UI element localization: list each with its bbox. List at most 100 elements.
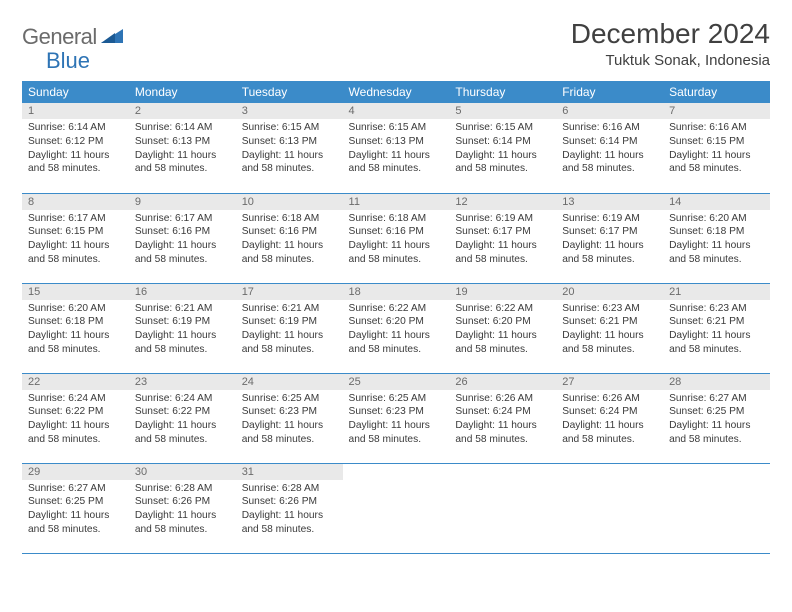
day-number: 28	[663, 374, 770, 390]
sunset-line: Sunset: 6:26 PM	[242, 495, 337, 509]
calendar-cell: ..	[343, 463, 450, 553]
daylight-line: Daylight: 11 hours and 58 minutes.	[242, 239, 337, 267]
daylight-line: Daylight: 11 hours and 58 minutes.	[135, 509, 230, 537]
calendar-cell: ..	[663, 463, 770, 553]
sunrise-line: Sunrise: 6:15 AM	[242, 121, 337, 135]
calendar-cell: 4Sunrise: 6:15 AMSunset: 6:13 PMDaylight…	[343, 103, 450, 193]
day-body: Sunrise: 6:18 AMSunset: 6:16 PMDaylight:…	[343, 210, 450, 271]
day-body: Sunrise: 6:22 AMSunset: 6:20 PMDaylight:…	[343, 300, 450, 361]
day-body: Sunrise: 6:26 AMSunset: 6:24 PMDaylight:…	[449, 390, 556, 451]
location-label: Tuktuk Sonak, Indonesia	[571, 52, 770, 69]
daylight-line: Daylight: 11 hours and 58 minutes.	[135, 149, 230, 177]
day-number: 30	[129, 464, 236, 480]
calendar-cell: 25Sunrise: 6:25 AMSunset: 6:23 PMDayligh…	[343, 373, 450, 463]
day-body: Sunrise: 6:19 AMSunset: 6:17 PMDaylight:…	[556, 210, 663, 271]
day-number: 17	[236, 284, 343, 300]
calendar-cell: 29Sunrise: 6:27 AMSunset: 6:25 PMDayligh…	[22, 463, 129, 553]
day-number: 1	[22, 103, 129, 119]
calendar-row: 22Sunrise: 6:24 AMSunset: 6:22 PMDayligh…	[22, 373, 770, 463]
page-header: General December 2024 Tuktuk Sonak, Indo…	[22, 18, 770, 69]
daylight-line: Daylight: 11 hours and 58 minutes.	[562, 239, 657, 267]
daylight-line: Daylight: 11 hours and 58 minutes.	[28, 419, 123, 447]
sunset-line: Sunset: 6:13 PM	[349, 135, 444, 149]
title-block: December 2024 Tuktuk Sonak, Indonesia	[571, 18, 770, 69]
sunset-line: Sunset: 6:18 PM	[669, 225, 764, 239]
day-body: Sunrise: 6:21 AMSunset: 6:19 PMDaylight:…	[236, 300, 343, 361]
logo-word-blue: Blue	[46, 48, 90, 73]
day-body: Sunrise: 6:28 AMSunset: 6:26 PMDaylight:…	[236, 480, 343, 541]
daylight-line: Daylight: 11 hours and 58 minutes.	[349, 149, 444, 177]
day-body: Sunrise: 6:24 AMSunset: 6:22 PMDaylight:…	[129, 390, 236, 451]
daylight-line: Daylight: 11 hours and 58 minutes.	[562, 419, 657, 447]
calendar-cell: ..	[556, 463, 663, 553]
day-number: 10	[236, 194, 343, 210]
sunset-line: Sunset: 6:19 PM	[242, 315, 337, 329]
calendar-cell: 6Sunrise: 6:16 AMSunset: 6:14 PMDaylight…	[556, 103, 663, 193]
daylight-line: Daylight: 11 hours and 58 minutes.	[28, 149, 123, 177]
calendar-head: SundayMondayTuesdayWednesdayThursdayFrid…	[22, 81, 770, 103]
day-body: Sunrise: 6:17 AMSunset: 6:15 PMDaylight:…	[22, 210, 129, 271]
day-number: 18	[343, 284, 450, 300]
sunrise-line: Sunrise: 6:15 AM	[455, 121, 550, 135]
day-body: Sunrise: 6:20 AMSunset: 6:18 PMDaylight:…	[22, 300, 129, 361]
day-body: Sunrise: 6:14 AMSunset: 6:12 PMDaylight:…	[22, 119, 129, 180]
weekday-header: Thursday	[449, 81, 556, 103]
day-number: 15	[22, 284, 129, 300]
sunrise-line: Sunrise: 6:23 AM	[669, 302, 764, 316]
day-body: Sunrise: 6:26 AMSunset: 6:24 PMDaylight:…	[556, 390, 663, 451]
sunrise-line: Sunrise: 6:14 AM	[28, 121, 123, 135]
sunset-line: Sunset: 6:22 PM	[28, 405, 123, 419]
daylight-line: Daylight: 11 hours and 58 minutes.	[669, 419, 764, 447]
day-number: 11	[343, 194, 450, 210]
calendar-cell: 14Sunrise: 6:20 AMSunset: 6:18 PMDayligh…	[663, 193, 770, 283]
sunrise-line: Sunrise: 6:22 AM	[349, 302, 444, 316]
daylight-line: Daylight: 11 hours and 58 minutes.	[135, 239, 230, 267]
sunset-line: Sunset: 6:12 PM	[28, 135, 123, 149]
day-number: 2	[129, 103, 236, 119]
weekday-row: SundayMondayTuesdayWednesdayThursdayFrid…	[22, 81, 770, 103]
sunrise-line: Sunrise: 6:25 AM	[349, 392, 444, 406]
sunset-line: Sunset: 6:16 PM	[349, 225, 444, 239]
logo-word-general: General	[22, 24, 97, 50]
weekday-header: Saturday	[663, 81, 770, 103]
daylight-line: Daylight: 11 hours and 58 minutes.	[135, 419, 230, 447]
sunset-line: Sunset: 6:16 PM	[242, 225, 337, 239]
sunset-line: Sunset: 6:25 PM	[28, 495, 123, 509]
daylight-line: Daylight: 11 hours and 58 minutes.	[135, 329, 230, 357]
sunset-line: Sunset: 6:25 PM	[669, 405, 764, 419]
day-body: Sunrise: 6:23 AMSunset: 6:21 PMDaylight:…	[556, 300, 663, 361]
day-body: Sunrise: 6:20 AMSunset: 6:18 PMDaylight:…	[663, 210, 770, 271]
sunrise-line: Sunrise: 6:19 AM	[562, 212, 657, 226]
calendar-cell: 10Sunrise: 6:18 AMSunset: 6:16 PMDayligh…	[236, 193, 343, 283]
calendar-cell: 18Sunrise: 6:22 AMSunset: 6:20 PMDayligh…	[343, 283, 450, 373]
sunset-line: Sunset: 6:15 PM	[28, 225, 123, 239]
day-body: Sunrise: 6:21 AMSunset: 6:19 PMDaylight:…	[129, 300, 236, 361]
day-number: 29	[22, 464, 129, 480]
day-number: 14	[663, 194, 770, 210]
brand-logo: General	[22, 24, 123, 50]
calendar-cell: 19Sunrise: 6:22 AMSunset: 6:20 PMDayligh…	[449, 283, 556, 373]
sunset-line: Sunset: 6:24 PM	[455, 405, 550, 419]
calendar-row: 29Sunrise: 6:27 AMSunset: 6:25 PMDayligh…	[22, 463, 770, 553]
day-body: Sunrise: 6:28 AMSunset: 6:26 PMDaylight:…	[129, 480, 236, 541]
sunrise-line: Sunrise: 6:24 AM	[135, 392, 230, 406]
day-body: Sunrise: 6:22 AMSunset: 6:20 PMDaylight:…	[449, 300, 556, 361]
day-number: 12	[449, 194, 556, 210]
sunrise-line: Sunrise: 6:14 AM	[135, 121, 230, 135]
sunset-line: Sunset: 6:15 PM	[669, 135, 764, 149]
day-body: Sunrise: 6:24 AMSunset: 6:22 PMDaylight:…	[22, 390, 129, 451]
calendar-cell: 17Sunrise: 6:21 AMSunset: 6:19 PMDayligh…	[236, 283, 343, 373]
day-body: Sunrise: 6:16 AMSunset: 6:14 PMDaylight:…	[556, 119, 663, 180]
weekday-header: Monday	[129, 81, 236, 103]
weekday-header: Sunday	[22, 81, 129, 103]
sunrise-line: Sunrise: 6:24 AM	[28, 392, 123, 406]
sunrise-line: Sunrise: 6:28 AM	[242, 482, 337, 496]
day-body: Sunrise: 6:17 AMSunset: 6:16 PMDaylight:…	[129, 210, 236, 271]
calendar-row: 15Sunrise: 6:20 AMSunset: 6:18 PMDayligh…	[22, 283, 770, 373]
day-number: 22	[22, 374, 129, 390]
sunset-line: Sunset: 6:14 PM	[455, 135, 550, 149]
day-number: 6	[556, 103, 663, 119]
daylight-line: Daylight: 11 hours and 58 minutes.	[349, 239, 444, 267]
calendar-cell: 5Sunrise: 6:15 AMSunset: 6:14 PMDaylight…	[449, 103, 556, 193]
logo-triangle-icon	[101, 27, 123, 48]
